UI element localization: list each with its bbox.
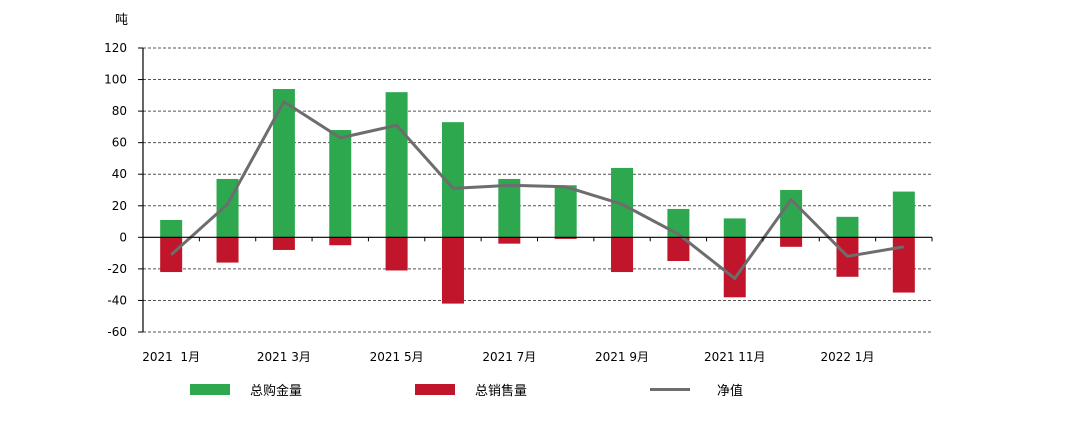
legend-item-net: 净值 (650, 378, 743, 400)
y-tick-label: -60 (107, 325, 127, 339)
legend-label-net: 净值 (717, 383, 744, 399)
net-value-line (170, 100, 905, 280)
y-tick-label: 80 (112, 104, 127, 118)
bar-purchase (836, 216, 859, 238)
bar-sales (272, 237, 295, 250)
y-tick-label: 0 (119, 230, 127, 244)
x-tick-label: 2021 9月 (595, 350, 649, 364)
legend-swatch-net (650, 387, 690, 391)
legend-swatch-sales (415, 383, 455, 395)
bar-sales (441, 237, 464, 304)
legend-swatch-purchase (190, 383, 230, 395)
bar-purchase (441, 122, 464, 238)
x-tick-label: 2021 1月 (142, 350, 200, 364)
tick-labels: 120 100 80 60 40 20 0 -20 -40 -60 吨 2021 1月 2021 3月 2… (104, 13, 874, 364)
bar-purchase (780, 190, 803, 238)
x-tick-label: 2021 7月 (482, 350, 536, 364)
bar-sales (554, 237, 577, 239)
legend-label-sales: 总销售量 (475, 383, 528, 399)
bar-sales (329, 237, 352, 246)
y-tick-label: 100 (104, 73, 127, 87)
chart-canvas: 120 100 80 60 40 20 0 -20 -40 -60 吨 2021 1月 2021 3月 2… (104, 13, 933, 364)
bar-purchase (385, 92, 408, 238)
y-tick-label: -40 (107, 293, 127, 307)
bar-purchase (892, 191, 915, 238)
net-line (170, 100, 905, 280)
bar-sales (498, 237, 521, 244)
y-tick-label: 20 (112, 199, 127, 213)
x-tick-label: 2021 11月 (704, 350, 766, 364)
bar-purchase (498, 178, 521, 238)
bar-purchase (554, 185, 577, 238)
legend-label-purchase: 总购金量 (250, 383, 303, 399)
axes (138, 47, 933, 333)
x-tick-label: 2021 5月 (370, 350, 424, 364)
bars (160, 89, 915, 304)
legend-item-sales: 总销售量 (415, 378, 527, 400)
legend: 总购金量 总销售量 净值 (0, 378, 1080, 400)
bar-sales (667, 237, 690, 261)
y-tick-label: 120 (104, 41, 127, 55)
bar-sales (780, 237, 803, 247)
bar-purchase (329, 130, 352, 238)
legend-item-purchase: 总购金量 (190, 378, 302, 400)
bar-sales (216, 237, 239, 263)
y-tick-label: 60 (112, 136, 127, 150)
x-tick-label: 2021 3月 (257, 350, 311, 364)
bar-purchase (611, 167, 634, 238)
x-tick-label: 2022 1月 (820, 350, 874, 364)
bar-sales (611, 237, 634, 273)
bar-sales (385, 237, 408, 271)
bar-purchase (160, 219, 183, 238)
bar-purchase (272, 89, 295, 238)
y-tick-label: -20 (107, 262, 127, 276)
bar-sales (723, 237, 746, 298)
y-axis-unit-label: 吨 (115, 13, 128, 28)
bar-sales (892, 237, 915, 293)
bar-purchase (723, 218, 746, 238)
y-tick-label: 40 (112, 167, 127, 181)
gridlines (143, 47, 932, 333)
